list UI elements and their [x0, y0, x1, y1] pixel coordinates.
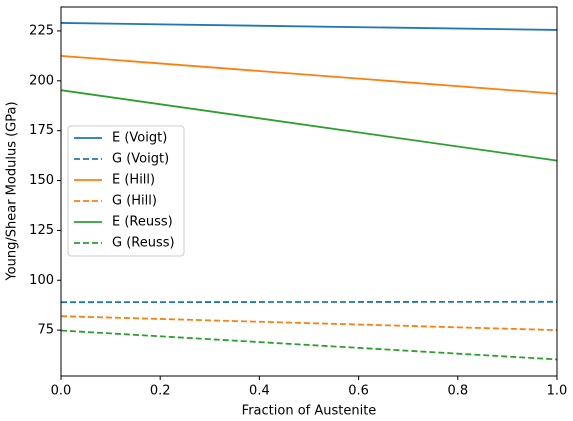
line-series — [60, 54, 558, 95]
x-tick-label: 1.0 — [547, 384, 568, 399]
y-tick-label: 225 — [29, 23, 54, 38]
x-tick-label: 0.8 — [447, 384, 468, 399]
line-series — [60, 315, 558, 332]
y-tick-label: 125 — [29, 223, 54, 238]
legend-label: E (Reuss) — [112, 215, 173, 230]
x-tick-label: 0.4 — [249, 384, 270, 399]
x-tick-label: 0.2 — [150, 384, 171, 399]
y-axis-label: Young/Shear Modulus (GPa) — [5, 101, 20, 281]
x-tick-label: 0.0 — [51, 384, 72, 399]
legend-label: E (Hill) — [112, 173, 155, 188]
x-axis-label: Fraction of Austenite — [242, 404, 377, 419]
legend-label: G (Voigt) — [112, 152, 169, 167]
legend-label: G (Reuss) — [112, 236, 175, 251]
y-tick-label: 200 — [29, 73, 54, 88]
y-tick-label: 75 — [37, 323, 54, 338]
line-series — [60, 89, 558, 162]
legend: E (Voigt) G (Voigt) E (Hill) G (Hill) E (Reu… — [67, 125, 185, 257]
y-tick-label: 175 — [29, 123, 54, 138]
y-tick-label: 100 — [29, 273, 54, 288]
y-tick-label: 150 — [29, 173, 54, 188]
line-series — [60, 329, 558, 361]
line-series — [60, 22, 558, 31]
legend-label: E (Voigt) — [112, 131, 167, 146]
x-tick-label: 0.6 — [348, 384, 369, 399]
plot-frame — [60, 6, 558, 377]
legend-label: G (Hill) — [112, 194, 157, 209]
